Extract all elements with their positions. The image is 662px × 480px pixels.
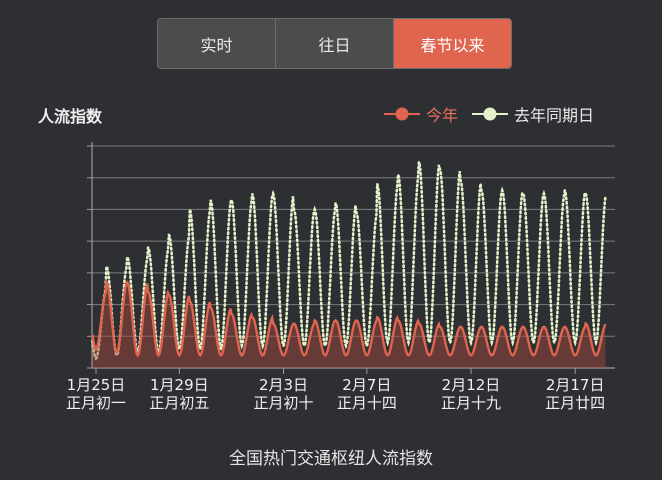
- tab-realtime[interactable]: 实时: [158, 19, 276, 68]
- x-tick-label-lunar: 正月十九: [441, 394, 501, 412]
- x-tick-label-date: 2月12日: [442, 376, 501, 394]
- legend-item-this-year[interactable]: 今年: [384, 102, 458, 126]
- chart-legend: 今年 去年同期日: [384, 102, 608, 126]
- series-line-last-year: [91, 161, 607, 361]
- chart-caption: 全国热门交通枢纽人流指数: [229, 449, 433, 469]
- period-tab-group: 实时 往日 春节以来: [157, 18, 512, 69]
- x-tick-label-lunar: 正月初一: [66, 394, 126, 412]
- tab-past-days[interactable]: 往日: [276, 19, 394, 68]
- x-tick-label-date: 2月17日: [546, 376, 605, 394]
- x-tick-label-lunar: 正月廿四: [545, 394, 605, 412]
- chart-title: 人流指数: [38, 107, 103, 126]
- x-tick-label-lunar: 正月十四: [337, 394, 397, 412]
- x-tick-label-date: 2月3日: [259, 376, 308, 394]
- legend-item-last-year[interactable]: 去年同期日: [472, 102, 594, 126]
- legend-label-this-year: 今年: [426, 106, 459, 125]
- legend-this-year-marker-icon: [384, 107, 420, 121]
- x-tick-label-date: 2月7日: [342, 376, 391, 394]
- tab-since-spring-festival[interactable]: 春节以来: [394, 19, 511, 68]
- series-line-this-year: [91, 279, 607, 358]
- series-area-this-year: [92, 282, 606, 368]
- legend-last-year-marker-icon: [472, 107, 509, 121]
- legend-label-last-year: 去年同期日: [514, 106, 595, 125]
- people-flow-chart: 1月25日正月初一1月29日正月初五2月3日正月初十2月7日正月十四2月12日正…: [66, 142, 615, 412]
- x-tick-label-lunar: 正月初五: [149, 394, 209, 412]
- x-tick-label-date: 1月29日: [150, 376, 209, 394]
- x-tick-label-date: 1月25日: [67, 376, 126, 394]
- x-tick-label-lunar: 正月初十: [253, 394, 313, 412]
